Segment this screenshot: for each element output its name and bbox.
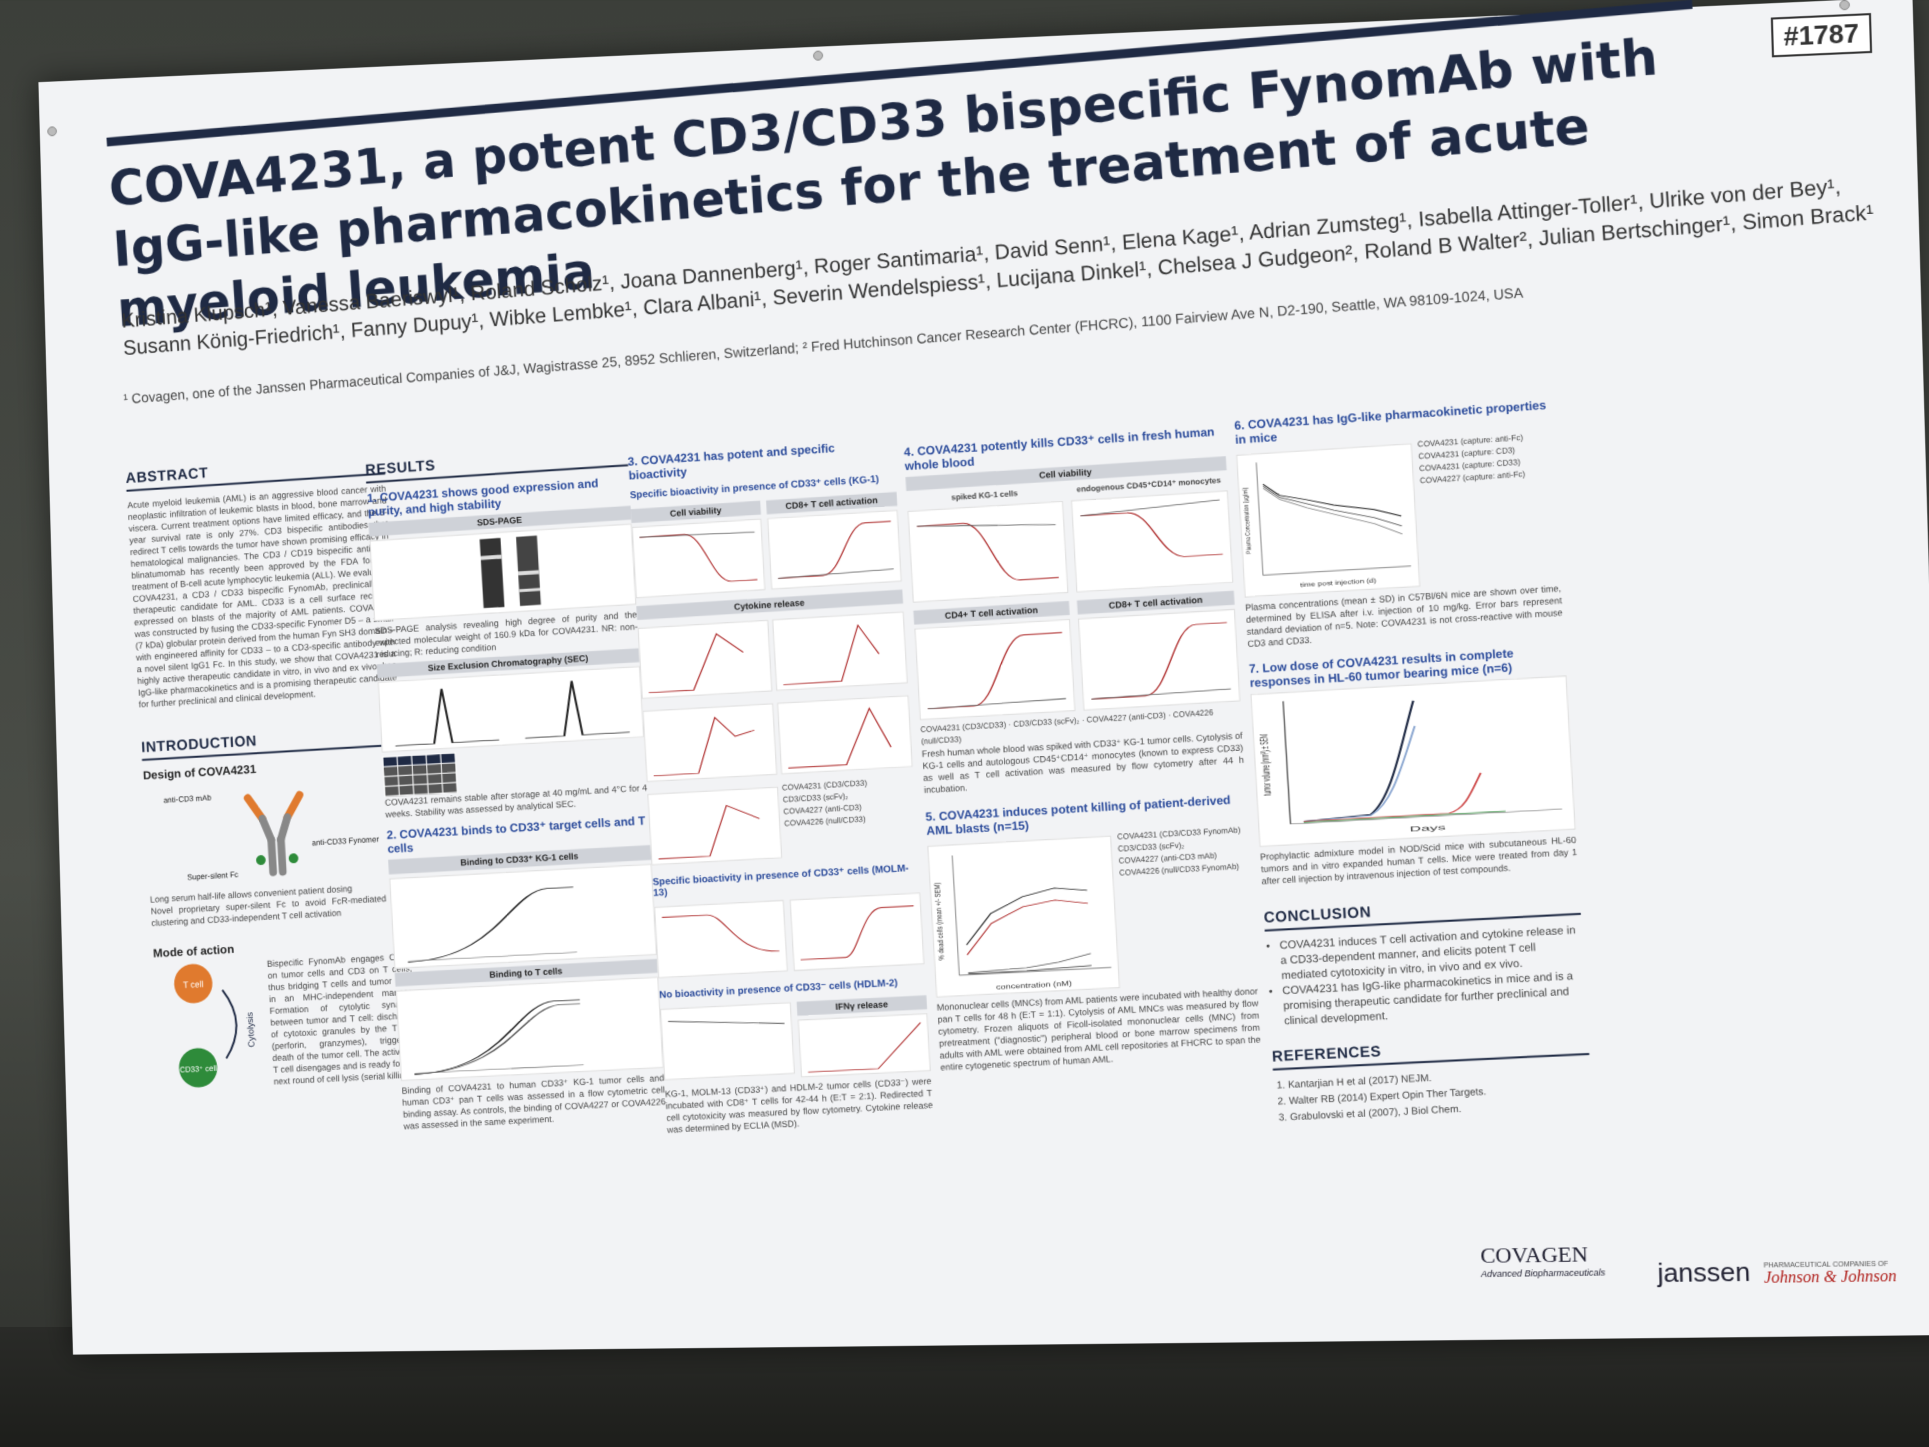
hdlm-viability-plot (660, 1002, 795, 1080)
il2-plot (772, 611, 908, 691)
wb-kg1-plot (907, 501, 1068, 603)
mode-of-action-diagram: T cell CD33⁺ cell Cytolysis (154, 959, 266, 1092)
svg-text:Plasma Concentration (µg/ml): Plasma Concentration (µg/ml) (1242, 487, 1253, 554)
ifn-release-header: IFNγ release (797, 995, 928, 1016)
kg1-panels: Cell viability CD8+ T cell activation (630, 488, 902, 602)
column-results: RESULTS 1. COVA4231 shows good expressio… (365, 438, 667, 1132)
conclusion-list: COVA4231 induces T cell activation and c… (1265, 923, 1587, 1030)
ifng-plot (638, 620, 773, 699)
kg1-cd8-plot (767, 510, 902, 590)
janssen-logo: janssen (1657, 1256, 1751, 1289)
wb-cd8-plot (1078, 609, 1240, 711)
section3-legend: COVA4231 (CD3/CD33) CD3/CD33 (scFv)₂ COVA4… (782, 775, 918, 862)
cd33-cell-label: CD33⁺ cell (179, 1064, 217, 1075)
label-anti-cd3: anti-CD3 mAb (163, 793, 212, 805)
poster-id: #1787 (1771, 13, 1873, 57)
svg-text:Days: Days (1410, 824, 1446, 834)
pk-plot: time post injection (d) Plasma Concentra… (1236, 443, 1420, 597)
column-section4: 4. COVA4231 potently kills CD33⁺ cells i… (903, 416, 1262, 1073)
section6-legend: COVA4231 (capture: anti-Fc) COVA4231 (cap… (1417, 430, 1561, 590)
svg-text:tumor volume (mm³) ± SEM: tumor volume (mm³) ± SEM (1257, 734, 1274, 796)
binding-t-plot (396, 977, 664, 1081)
molm-viability-plot (654, 900, 788, 978)
column-section6: 6. COVA4231 has IgG-like pharmacokinetic… (1234, 390, 1593, 1127)
sec-table (382, 752, 458, 797)
pin (1839, 0, 1850, 10)
tumor-growth-plot: Days tumor volume (mm³) ± SEM (1250, 675, 1575, 847)
label-fc: Super-silent Fc (187, 870, 239, 882)
moa-block: T cell CD33⁺ cell Cytolysis Bispecific F… (154, 950, 421, 1093)
pin (813, 50, 823, 60)
t-cell-label: T cell (183, 979, 204, 990)
abstract-text: Acute myeloid leukemia (AML) is an aggre… (127, 482, 398, 710)
poster: #1787 COVA4231, a potent CD3/CD33 bispec… (38, 0, 1929, 1355)
molm-cd8-plot (790, 892, 925, 971)
binding-caption: Binding of COVA4231 to human CD33⁺ KG-1 … (401, 1072, 666, 1132)
sds-page-gel (369, 524, 636, 621)
section5-legend: COVA4231 (CD3/CD33 FynomAb) CD3/CD33 (scF… (1117, 824, 1258, 992)
column-section3: 3. COVA4231 has potent and specific bioa… (627, 429, 934, 1136)
section5-caption: Mononuclear cells (MNCs) from AML patien… (937, 985, 1262, 1073)
wb-viability-panels: spiked KG-1 cells endogenous CD45⁺CD14⁺ … (907, 474, 1234, 606)
label-anti-cd33: anti-CD33 Fynomer (312, 835, 380, 848)
antibody-icon: anti-CD3 mAb anti-CD33 Fynomer Super-sil… (144, 771, 409, 893)
wb-activation-panels: CD4+ T cell activation CD8+ T cell activ… (913, 587, 1241, 724)
hdlm-ifn-plot (798, 1013, 931, 1077)
hdlm-panels: IFNγ release (660, 991, 931, 1088)
tnfa-plot (777, 695, 913, 774)
svg-text:concentration (nM): concentration (nM) (996, 979, 1073, 991)
wb-cd4-plot (914, 619, 1075, 720)
molm-panels (654, 889, 925, 983)
aml-blast-plot: concentration (nM) % dead cells (mean +/… (927, 836, 1120, 998)
pin (47, 126, 57, 136)
jnj-logo: PHARMACEUTICAL COMPANIES OF Johnson & Joh… (1763, 1261, 1896, 1288)
kg1-viability-plot (632, 519, 766, 599)
section5-chart-block: concentration (nM) % dead cells (mean +/… (927, 824, 1257, 1001)
sec-plot (378, 666, 644, 753)
reference-list: Kantarjian H et al (2017) NEJM. Walter R… (1273, 1063, 1592, 1127)
il6-plot (647, 787, 782, 866)
pk-block: time post injection (d) Plasma Concentra… (1236, 430, 1561, 601)
covagen-logo: COVAGEN Advanced Biopharmaceuticals (1480, 1241, 1606, 1279)
antibody-diagram: anti-CD3 mAb anti-CD33 Fynomer Super-sil… (144, 771, 409, 893)
binding-kg1-plot (389, 864, 657, 969)
cytolysis-label: Cytolysis (245, 1011, 257, 1047)
cytokine-grid: COVA4231 (CD3/CD33) CD3/CD33 (scFv)₂ COVA4… (637, 607, 918, 869)
svg-text:% dead cells (mean +/- SEM): % dead cells (mean +/- SEM) (934, 882, 947, 960)
wb-mono-plot (1071, 490, 1233, 592)
svg-text:time post injection (d): time post injection (d) (1300, 578, 1376, 589)
il10-plot (642, 703, 777, 782)
